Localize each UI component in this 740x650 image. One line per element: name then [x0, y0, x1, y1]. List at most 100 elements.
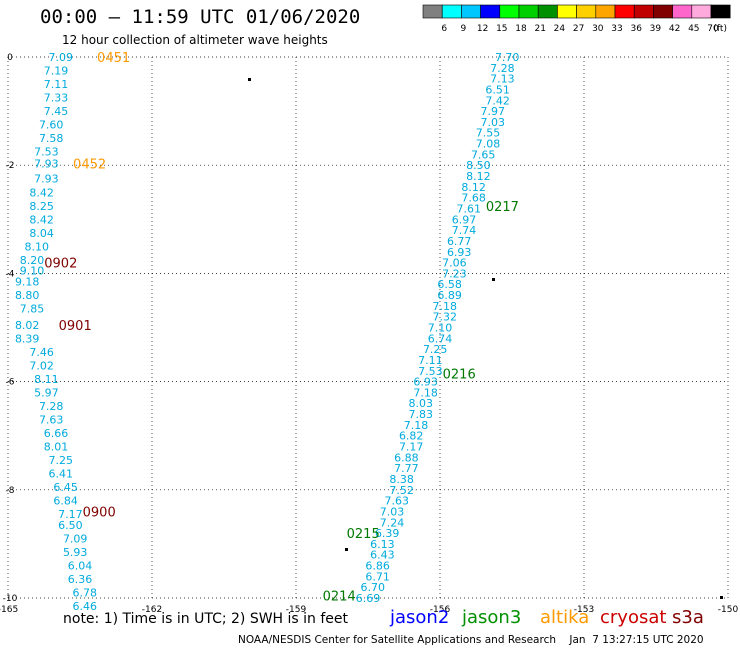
- y-tick-label: 0: [7, 53, 13, 63]
- swh-value-west: 7.58: [39, 132, 64, 145]
- x-tick-label: -165: [0, 605, 18, 615]
- swh-value-west: 8.25: [29, 200, 54, 213]
- swh-value-west: 7.02: [29, 359, 54, 372]
- pass-label-jason3: 0215: [347, 527, 380, 542]
- swh-value-east: 6.43: [370, 549, 395, 562]
- swh-value-east: 7.77: [394, 462, 419, 475]
- swh-value-east: 7.18: [433, 300, 458, 313]
- swh-value-east: 7.03: [380, 505, 405, 518]
- legend-swatch: [499, 4, 520, 19]
- x-tick-label: -162: [142, 605, 162, 615]
- y-tick-label: -2: [6, 161, 15, 171]
- swh-value-east: 7.63: [385, 495, 410, 508]
- legend-label: 27: [573, 24, 584, 34]
- swh-value-east: 7.61: [457, 202, 482, 215]
- swh-value-west: 8.01: [44, 441, 69, 454]
- swh-value-east: 6.70: [361, 581, 386, 594]
- swh-value-west: 7.60: [39, 119, 64, 132]
- swh-value-east: 8.50: [466, 159, 491, 172]
- pass-label-cryosat: 0900: [83, 505, 116, 520]
- swh-value-east: 6.71: [365, 570, 390, 583]
- swh-value-west: 7.33: [44, 92, 69, 105]
- y-tick-label: -6: [6, 378, 15, 388]
- swh-value-east: 7.08: [476, 138, 501, 151]
- swh-value-east: 8.12: [466, 170, 491, 183]
- swh-value-east: 8.12: [461, 181, 486, 194]
- legend-swatch: [441, 4, 462, 19]
- swh-value-west: 8.42: [29, 213, 54, 226]
- satellite-legend-altika: altika: [540, 607, 590, 628]
- swh-value-east: 6.93: [413, 376, 438, 389]
- footnote: note: 1) Time is in UTC; 2) SWH is in fe…: [63, 611, 349, 627]
- swh-value-east: 8.38: [389, 473, 414, 486]
- swh-value-east: 7.18: [413, 386, 438, 399]
- swh-value-west: 7.93: [34, 158, 59, 171]
- swh-value-west: 7.19: [44, 65, 69, 78]
- swh-value-west: 7.85: [20, 303, 45, 316]
- legend-swatch: [480, 4, 501, 19]
- swh-value-west: 6.50: [58, 519, 83, 532]
- land-dot: [720, 596, 723, 599]
- legend-label: 6: [441, 24, 447, 34]
- swh-value-west: 9.18: [15, 276, 40, 289]
- x-tick-label: -153: [574, 605, 594, 615]
- satellite-legend-s3a: s3a: [672, 607, 704, 628]
- data-marks: 7.097.197.117.337.457.607.587.537.937.93…: [15, 51, 723, 613]
- swh-value-west: 6.41: [49, 468, 74, 481]
- color-scale-legend: 6 9 12 15 18 21 24 27 30 33 36 39 42 45 70(ft): [422, 4, 731, 34]
- x-tick-label: -159: [286, 605, 307, 615]
- land-dot: [492, 278, 495, 281]
- pass-label-jason3: 0216: [443, 367, 476, 382]
- swh-value-west: 6.84: [53, 495, 78, 508]
- swh-value-west: 5.97: [34, 386, 59, 399]
- legend-label: 9: [461, 24, 467, 34]
- swh-value-east: 7.10: [428, 322, 453, 335]
- satellite-legend-cryosat: cryosat: [600, 607, 667, 628]
- y-tick-label: -8: [6, 486, 15, 496]
- chart-title: 00:00 – 11:59 UTC 01/06/2020: [40, 6, 361, 28]
- swh-value-west: 6.36: [68, 573, 93, 586]
- swh-value-east: 7.52: [389, 484, 414, 497]
- swh-value-west: 7.11: [44, 78, 69, 91]
- swh-value-east: 7.32: [433, 311, 458, 324]
- swh-value-west: 7.28: [39, 400, 64, 413]
- legend-swatch: [710, 4, 731, 19]
- swh-value-west: 6.45: [53, 481, 78, 494]
- swh-value-east: 7.06: [442, 257, 467, 270]
- swh-value-east: 6.58: [437, 278, 462, 291]
- swh-value-west: 7.09: [49, 51, 74, 64]
- swh-value-east: 7.83: [409, 408, 434, 421]
- swh-value-east: 7.74: [452, 224, 477, 237]
- swh-value-east: 7.53: [418, 365, 443, 378]
- swh-value-east: 7.55: [476, 127, 501, 140]
- swh-value-east: 7.11: [418, 354, 443, 367]
- swh-value-west: 7.17: [58, 508, 83, 521]
- legend-label: 30: [592, 24, 604, 34]
- swh-value-west: 8.02: [15, 319, 40, 332]
- swh-value-east: 7.28: [490, 62, 515, 75]
- legend-label: 42: [669, 24, 680, 34]
- swh-value-west: 7.09: [63, 532, 88, 545]
- swh-value-east: 6.77: [447, 235, 472, 248]
- legend-swatch: [518, 4, 539, 19]
- legend-label: 12: [477, 24, 488, 34]
- legend-swatch: [461, 4, 481, 19]
- pass-label-cryosat: 0901: [59, 319, 92, 334]
- swh-value-east: 6.88: [394, 451, 419, 464]
- legend-swatch: [633, 4, 654, 19]
- swh-value-east: 8.03: [409, 397, 434, 410]
- swh-value-east: 6.13: [370, 538, 395, 551]
- x-tick-label: -150: [718, 605, 739, 615]
- swh-value-west: 8.20: [20, 254, 45, 267]
- pass-label-jason3: 0214: [323, 589, 356, 604]
- swh-value-west: 9.10: [20, 265, 45, 278]
- legend-swatch: [672, 4, 693, 19]
- pass-label-cryosat: 0902: [44, 257, 77, 272]
- legend-swatch: [576, 4, 597, 19]
- legend-label: 45: [688, 24, 699, 34]
- legend-label: 36: [630, 24, 642, 34]
- swh-value-east: 6.97: [452, 213, 477, 226]
- swh-value-east: 7.97: [481, 105, 506, 118]
- legend-label: 18: [515, 24, 527, 34]
